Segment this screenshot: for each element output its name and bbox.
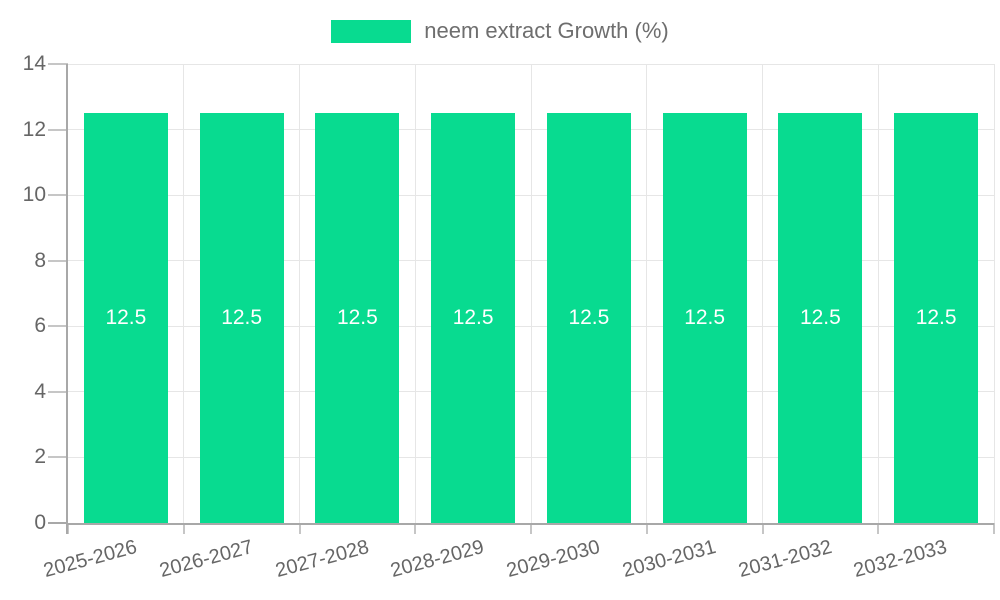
bar[interactable]: 12.5 bbox=[778, 113, 863, 523]
bar-value-label: 12.5 bbox=[915, 306, 957, 330]
x-gridline bbox=[993, 64, 995, 523]
y-axis-label: 2 bbox=[34, 445, 46, 469]
y-tick bbox=[48, 325, 68, 328]
y-axis-label: 4 bbox=[34, 379, 46, 403]
bar[interactable]: 12.5 bbox=[199, 113, 284, 523]
y-tick bbox=[48, 63, 68, 65]
legend-swatch bbox=[331, 19, 412, 43]
bar-value-label: 12.5 bbox=[684, 306, 726, 330]
y-tick bbox=[48, 390, 68, 393]
y-tick bbox=[48, 456, 68, 459]
x-gridline bbox=[414, 64, 416, 523]
y-axis-label: 8 bbox=[34, 248, 46, 272]
x-tick bbox=[761, 523, 764, 534]
y-axis-label: 12 bbox=[22, 117, 46, 141]
x-gridline bbox=[530, 64, 532, 523]
bar-value-label: 12.5 bbox=[568, 306, 610, 330]
x-gridline bbox=[877, 64, 879, 523]
x-axis-label: 2029-2030 bbox=[504, 536, 603, 583]
x-gridline bbox=[299, 64, 300, 523]
bar[interactable]: 12.5 bbox=[662, 113, 747, 523]
y-tick bbox=[48, 259, 68, 262]
y-axis-line bbox=[66, 64, 68, 534]
bar[interactable]: 12.5 bbox=[431, 113, 516, 523]
bar-value-label: 12.5 bbox=[105, 306, 147, 330]
bar-value-label: 12.5 bbox=[452, 306, 494, 330]
x-tick bbox=[298, 523, 301, 534]
bar-value-label: 12.5 bbox=[336, 306, 378, 330]
legend-item[interactable]: neem extract Growth (%) bbox=[0, 18, 1000, 44]
x-gridline bbox=[646, 64, 648, 523]
x-tick bbox=[414, 523, 417, 534]
bar-value-label: 12.5 bbox=[221, 306, 263, 330]
x-tick bbox=[645, 523, 648, 534]
y-axis-label: 10 bbox=[22, 183, 46, 207]
y-axis-label: 14 bbox=[22, 52, 46, 75]
bar[interactable]: 12.5 bbox=[315, 113, 400, 523]
x-tick bbox=[530, 523, 532, 534]
y-axis-label: 0 bbox=[34, 511, 46, 534]
x-axis-label: 2026-2027 bbox=[157, 536, 256, 583]
x-gridline bbox=[183, 64, 185, 523]
bar-value-label: 12.5 bbox=[799, 306, 841, 330]
x-tick bbox=[67, 523, 69, 534]
y-tick bbox=[48, 522, 68, 524]
x-gridline bbox=[762, 64, 763, 523]
x-axis-label: 2031-2032 bbox=[735, 536, 835, 583]
y-tick bbox=[48, 194, 68, 197]
x-tick bbox=[877, 523, 880, 534]
x-axis-label: 2027-2028 bbox=[272, 536, 372, 583]
x-axis-label: 2030-2031 bbox=[620, 536, 719, 583]
x-axis-line bbox=[66, 523, 994, 525]
x-axis-label: 2025-2026 bbox=[41, 536, 140, 583]
x-tick bbox=[182, 523, 185, 534]
legend-label: neem extract Growth (%) bbox=[424, 18, 669, 43]
bar[interactable]: 12.5 bbox=[894, 113, 979, 523]
x-axis-label: 2028-2029 bbox=[388, 536, 487, 583]
y-axis-label: 6 bbox=[34, 314, 46, 338]
x-tick bbox=[993, 523, 995, 534]
x-axis-label: 2032-2033 bbox=[851, 536, 950, 583]
bar[interactable]: 12.5 bbox=[83, 113, 168, 523]
y-tick bbox=[48, 128, 68, 131]
bar[interactable]: 12.5 bbox=[546, 113, 631, 523]
